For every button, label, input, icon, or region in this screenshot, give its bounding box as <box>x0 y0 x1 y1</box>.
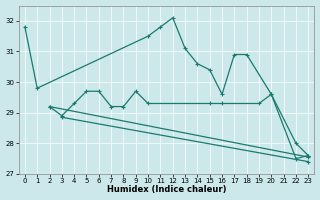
X-axis label: Humidex (Indice chaleur): Humidex (Indice chaleur) <box>107 185 226 194</box>
